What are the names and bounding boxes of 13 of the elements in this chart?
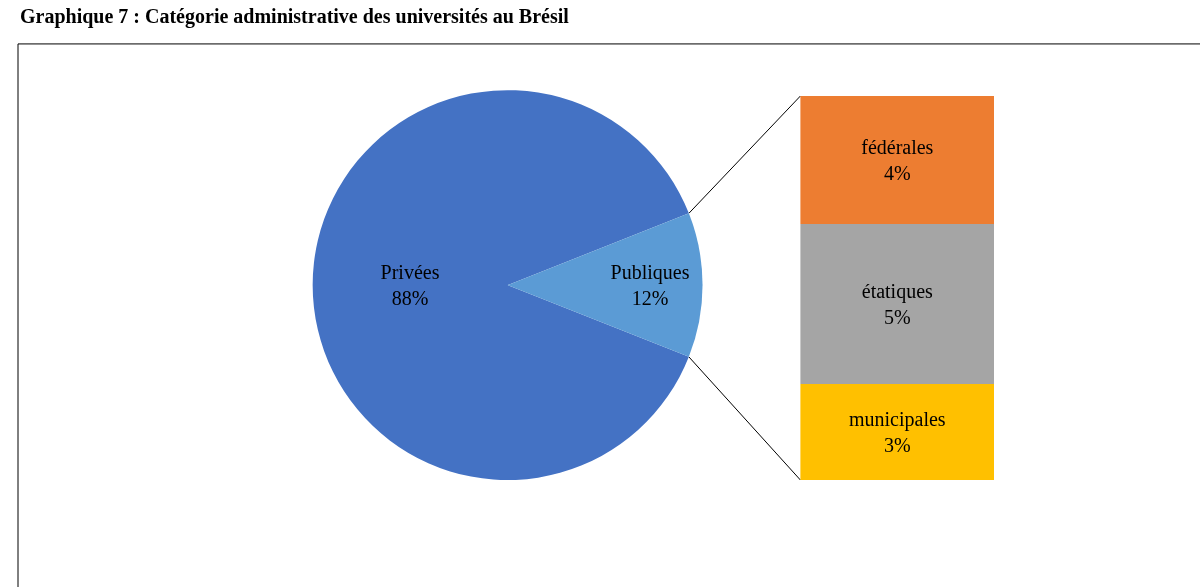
series-label: étatiques xyxy=(861,280,934,303)
pie-slice xyxy=(507,213,703,357)
pie-slice xyxy=(313,90,689,480)
chart-title: Graphique 7 : Catégorie administrative des universités au Brésil xyxy=(20,5,570,28)
slice-label: Privées xyxy=(380,261,440,284)
series-label: fédérales xyxy=(861,136,934,158)
series-label: municipales xyxy=(848,408,946,431)
data-label: 5% xyxy=(883,306,911,328)
slice-label: Publiques xyxy=(610,261,690,285)
data-label: 4% xyxy=(883,162,911,184)
data-label: 3% xyxy=(883,434,911,456)
data-label: 12% xyxy=(631,287,669,310)
data-label: 88% xyxy=(391,287,429,310)
